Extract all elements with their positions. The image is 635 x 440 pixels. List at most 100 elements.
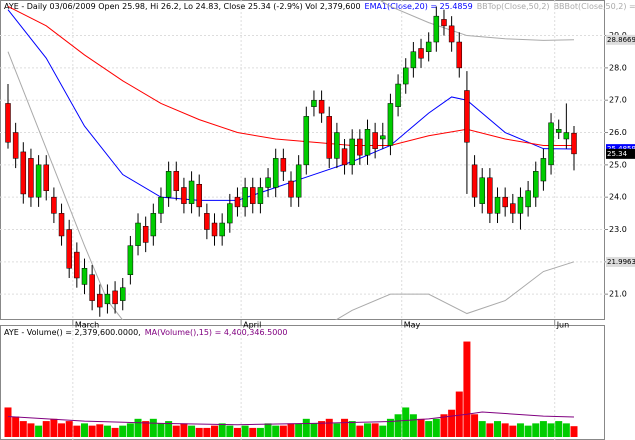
volume-bar xyxy=(241,425,249,437)
volume-bar xyxy=(333,423,341,437)
volume-bar xyxy=(302,418,310,437)
volume-bar xyxy=(310,423,318,437)
candle-body xyxy=(341,148,348,166)
volume-bar xyxy=(287,423,295,437)
price-flag-label: 25.34 xyxy=(607,150,628,158)
candle-body xyxy=(395,83,401,107)
volume-bar xyxy=(103,425,111,437)
volume-bar xyxy=(341,418,349,437)
volume-bar xyxy=(455,391,463,437)
candle-body xyxy=(387,103,394,146)
volume-bar xyxy=(494,421,502,437)
candle-body xyxy=(272,158,279,188)
candle-body xyxy=(295,164,302,198)
volume-bar xyxy=(570,426,578,437)
volume-bar xyxy=(256,427,264,437)
volume-bar xyxy=(119,425,127,437)
y-tick-label: 26.0 xyxy=(609,128,627,137)
legend-entry: EMA1(Close,20) = 25.4859 xyxy=(365,2,473,11)
y-tick-label: 21.0 xyxy=(609,290,627,299)
legend-entry: BBBot(Close,50,2) = 21.9963 xyxy=(554,2,635,11)
volume-bar xyxy=(27,423,35,437)
candle-body xyxy=(173,171,180,191)
volume-panel xyxy=(0,325,605,440)
price-flag-label: 21.9963 xyxy=(607,258,635,266)
volume-bar xyxy=(348,421,356,437)
volume-bar xyxy=(524,425,532,437)
volume-bar xyxy=(264,423,272,437)
candle-body xyxy=(433,15,440,43)
volume-bar xyxy=(279,425,287,437)
volume-bar xyxy=(4,407,12,437)
candle-body xyxy=(112,290,118,305)
volume-bar xyxy=(80,423,88,437)
volume-bar xyxy=(379,425,387,437)
candle-body xyxy=(525,190,531,208)
price-flag xyxy=(606,256,635,267)
candle-body xyxy=(410,51,417,69)
candle-body xyxy=(487,177,493,214)
y-tick-label: 28.0 xyxy=(609,63,627,72)
candle-body xyxy=(12,132,19,159)
volume-bar xyxy=(35,425,43,437)
candle-body xyxy=(349,138,355,166)
y-tick-label: 23.0 xyxy=(609,225,627,234)
candle-body xyxy=(311,99,317,107)
candle-body xyxy=(242,187,248,208)
candle-body xyxy=(318,99,325,114)
candle-body xyxy=(227,203,233,224)
candle-body xyxy=(334,132,340,159)
candle-body xyxy=(265,177,271,188)
candle-body xyxy=(533,171,539,198)
volume-bar xyxy=(394,414,402,437)
candle-body xyxy=(165,171,172,198)
candle-body xyxy=(364,129,371,156)
candle-body xyxy=(548,122,554,166)
volume-bar xyxy=(142,421,150,437)
axis: 21.022.023.024.025.026.027.028.029.0Marc… xyxy=(72,31,635,330)
candle-body xyxy=(517,196,524,214)
candle-body xyxy=(58,213,65,237)
volume-bar xyxy=(325,418,333,437)
volume-bar xyxy=(172,425,180,437)
volume-bar xyxy=(555,421,563,437)
volume-bar xyxy=(417,418,425,437)
candle-body xyxy=(196,183,202,208)
candle-body xyxy=(181,187,187,204)
volume-bar xyxy=(386,418,394,437)
price-plot xyxy=(0,0,605,320)
candle-body xyxy=(104,293,111,305)
candle-body xyxy=(280,158,287,172)
x-tick-label: April xyxy=(243,321,261,330)
indicator-line xyxy=(378,0,575,41)
candle-body xyxy=(502,196,508,208)
volume-plot xyxy=(4,326,578,440)
volume-bar xyxy=(249,427,257,437)
volume-bar xyxy=(547,423,555,437)
candle-body xyxy=(303,116,310,166)
candle-body xyxy=(425,41,432,52)
price-flag xyxy=(606,148,635,159)
candle-body xyxy=(563,132,570,140)
volume-bar xyxy=(501,423,509,437)
volume-bar xyxy=(96,424,104,437)
y-tick-label: 25.0 xyxy=(609,160,627,169)
candle-body xyxy=(219,222,225,237)
volume-bar xyxy=(516,423,524,437)
volume-bar xyxy=(356,425,364,437)
candle-body xyxy=(20,151,27,195)
candle-body xyxy=(479,177,485,204)
candle-body xyxy=(97,293,103,308)
volume-bar xyxy=(111,427,119,437)
x-tick-label: March xyxy=(75,321,99,330)
legend-title: AYE - Daily 03/06/2009 Open 25.98, Hi 26… xyxy=(4,2,361,11)
volume-bar xyxy=(42,421,50,437)
volume-bar xyxy=(409,414,417,437)
volume-bar xyxy=(486,423,494,437)
volume-bar xyxy=(149,418,157,437)
candle-body xyxy=(127,245,134,275)
candle-body xyxy=(441,19,447,27)
candle-body xyxy=(250,187,256,204)
